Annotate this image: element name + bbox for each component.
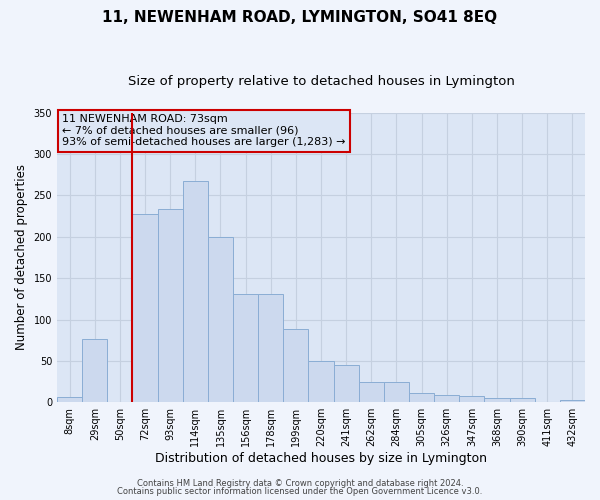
- Y-axis label: Number of detached properties: Number of detached properties: [15, 164, 28, 350]
- Text: 11 NEWENHAM ROAD: 73sqm
← 7% of detached houses are smaller (96)
93% of semi-det: 11 NEWENHAM ROAD: 73sqm ← 7% of detached…: [62, 114, 346, 148]
- Bar: [258, 294, 283, 402]
- Bar: [57, 397, 82, 402]
- Bar: [183, 180, 208, 402]
- X-axis label: Distribution of detached houses by size in Lymington: Distribution of detached houses by size …: [155, 452, 487, 465]
- Text: 11, NEWENHAM ROAD, LYMINGTON, SO41 8EQ: 11, NEWENHAM ROAD, LYMINGTON, SO41 8EQ: [103, 10, 497, 25]
- Bar: [359, 382, 384, 402]
- Bar: [434, 395, 459, 402]
- Bar: [509, 398, 535, 402]
- Bar: [233, 294, 258, 402]
- Bar: [484, 398, 509, 402]
- Title: Size of property relative to detached houses in Lymington: Size of property relative to detached ho…: [128, 75, 514, 88]
- Text: Contains HM Land Registry data © Crown copyright and database right 2024.: Contains HM Land Registry data © Crown c…: [137, 478, 463, 488]
- Bar: [409, 393, 434, 402]
- Bar: [308, 361, 334, 402]
- Bar: [334, 365, 359, 402]
- Bar: [158, 208, 183, 402]
- Text: Contains public sector information licensed under the Open Government Licence v3: Contains public sector information licen…: [118, 487, 482, 496]
- Bar: [560, 400, 585, 402]
- Bar: [133, 214, 158, 402]
- Bar: [459, 396, 484, 402]
- Bar: [384, 382, 409, 402]
- Bar: [283, 330, 308, 402]
- Bar: [82, 338, 107, 402]
- Bar: [208, 237, 233, 402]
